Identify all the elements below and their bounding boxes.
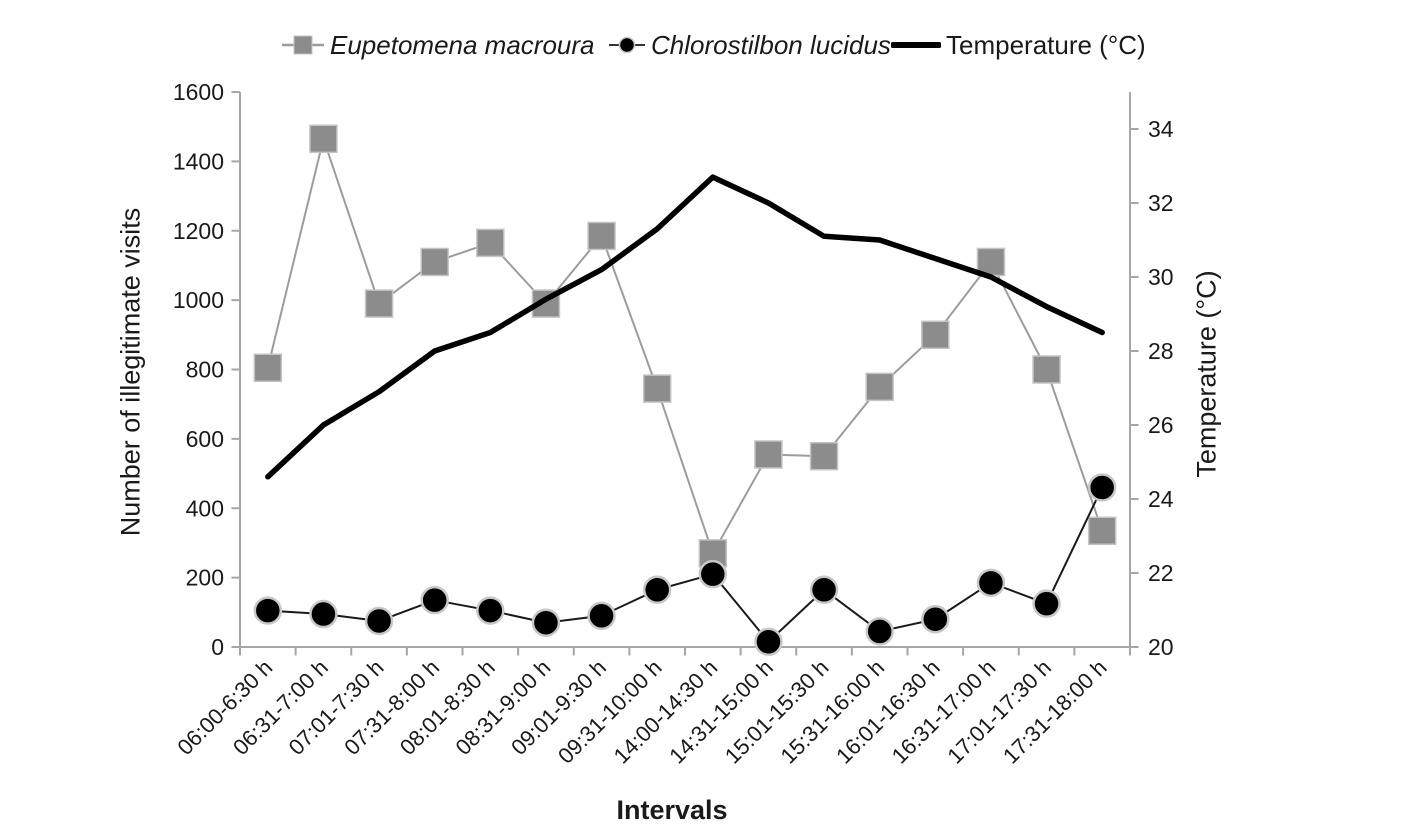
x-axis-title: Intervals bbox=[616, 795, 728, 825]
series-line-chlorostilbon-lucidus bbox=[266, 486, 1104, 643]
data-point-circle-chlorostilbon-lucidus bbox=[587, 601, 616, 631]
left-axis-tick-label: 600 bbox=[186, 426, 224, 452]
left-axis-tick-label: 1200 bbox=[173, 218, 224, 244]
left-axis-title: Number of illegitimate visits bbox=[115, 207, 146, 537]
right-axis-tick-label: 30 bbox=[1148, 264, 1174, 290]
right-axis-tick-label: 34 bbox=[1148, 116, 1174, 142]
data-point-square-eupetomena-macroura bbox=[587, 221, 616, 251]
right-axis-tick-label: 20 bbox=[1148, 634, 1174, 660]
right-axis-tick-label: 32 bbox=[1148, 190, 1174, 216]
data-point-square-eupetomena-macroura bbox=[364, 289, 394, 318]
data-point-square-eupetomena-macroura bbox=[1087, 516, 1117, 546]
left-axis-tick-label: 1400 bbox=[173, 148, 224, 174]
data-point-circle-chlorostilbon-lucidus bbox=[364, 606, 394, 636]
legend-item-chlorostilbon-lucidus: Chlorostilbon lucidus bbox=[608, 28, 891, 62]
data-point-circle-chlorostilbon-lucidus bbox=[476, 596, 505, 625]
left-axis-tick-label: 400 bbox=[186, 495, 224, 521]
right-axis-tick-label: 26 bbox=[1148, 412, 1174, 438]
data-point-circle-chlorostilbon-lucidus bbox=[309, 599, 338, 629]
left-axis-tick-label: 0 bbox=[211, 634, 224, 660]
data-point-circle-chlorostilbon-lucidus bbox=[642, 575, 672, 605]
right-axis-tick-label: 28 bbox=[1148, 338, 1174, 364]
thick-line-legend-icon bbox=[891, 29, 941, 61]
data-point-square-eupetomena-macroura bbox=[1032, 355, 1061, 384]
circle-series-legend-icon bbox=[608, 29, 646, 61]
data-point-square-eupetomena-macroura bbox=[253, 353, 283, 383]
data-point-circle-chlorostilbon-lucidus bbox=[1032, 589, 1061, 618]
data-point-circle-chlorostilbon-lucidus bbox=[698, 559, 728, 589]
series-line-eupetomena-macroura bbox=[266, 137, 1104, 555]
legend-item-temperature: Temperature (°C) bbox=[891, 28, 1146, 62]
left-axis-tick-label: 200 bbox=[186, 565, 224, 591]
left-axis-tick-label: 1600 bbox=[173, 79, 224, 105]
data-point-square-eupetomena-macroura bbox=[309, 124, 338, 154]
data-point-circle-chlorostilbon-lucidus bbox=[1087, 473, 1117, 502]
data-point-square-eupetomena-macroura bbox=[809, 441, 839, 471]
right-axis-title: Temperature (°C) bbox=[1191, 270, 1222, 478]
data-point-square-eupetomena-macroura bbox=[921, 320, 950, 350]
data-point-circle-chlorostilbon-lucidus bbox=[531, 608, 561, 637]
data-point-circle-chlorostilbon-lucidus bbox=[865, 617, 894, 646]
data-point-circle-chlorostilbon-lucidus bbox=[253, 596, 283, 625]
data-point-square-eupetomena-macroura bbox=[865, 372, 894, 402]
data-point-square-eupetomena-macroura bbox=[420, 247, 449, 277]
legend-item-eupetomena-macroura: Eupetomena macroura bbox=[281, 28, 594, 62]
data-point-square-eupetomena-macroura bbox=[754, 440, 783, 469]
right-axis-tick-label: 24 bbox=[1148, 486, 1174, 512]
data-point-circle-chlorostilbon-lucidus bbox=[976, 568, 1006, 598]
data-point-square-eupetomena-macroura bbox=[642, 374, 672, 403]
data-point-circle-chlorostilbon-lucidus bbox=[809, 575, 839, 605]
data-point-circle-chlorostilbon-lucidus bbox=[754, 627, 783, 657]
data-point-square-eupetomena-macroura bbox=[476, 228, 505, 258]
square-series-legend-icon bbox=[281, 29, 325, 61]
data-point-circle-chlorostilbon-lucidus bbox=[921, 605, 950, 634]
right-axis-tick-label: 22 bbox=[1148, 560, 1174, 586]
legend-label-temperature: Temperature (°C) bbox=[946, 29, 1146, 60]
legend-label-eupetomena-macroura: Eupetomena macroura bbox=[330, 29, 595, 60]
data-point-circle-chlorostilbon-lucidus bbox=[420, 585, 449, 615]
left-axis-tick-label: 800 bbox=[186, 357, 224, 383]
series-line-temperature-c bbox=[265, 174, 1105, 480]
left-axis-tick-label: 1000 bbox=[173, 287, 224, 313]
legend-label-chlorostilbon-lucidus: Chlorostilbon lucidus bbox=[651, 29, 891, 60]
